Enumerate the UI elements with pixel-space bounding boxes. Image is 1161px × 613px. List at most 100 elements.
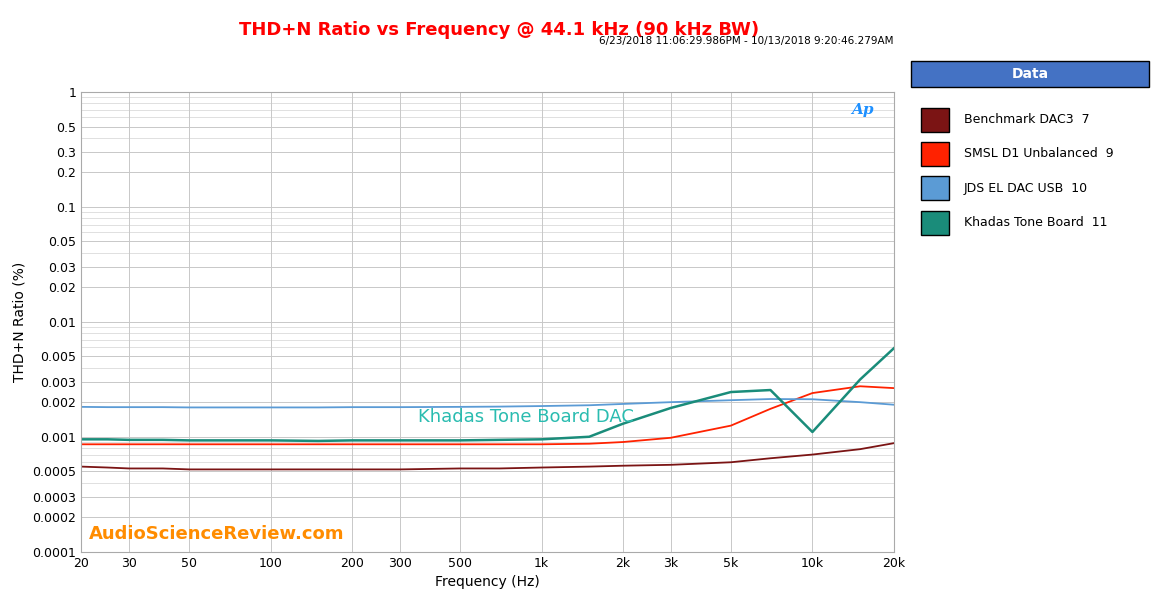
JDS EL DAC USB  10 [887, 401, 901, 408]
Benchmark DAC3  7 [806, 451, 820, 459]
JDS EL DAC USB  10 [182, 404, 196, 411]
JDS EL DAC USB  10 [492, 403, 506, 410]
X-axis label: Frequency (Hz): Frequency (Hz) [435, 575, 540, 589]
FancyBboxPatch shape [921, 108, 950, 132]
SMSL D1 Unbalanced  9 [887, 384, 901, 392]
JDS EL DAC USB  10 [74, 403, 88, 411]
SMSL D1 Unbalanced  9 [237, 441, 251, 448]
Khadas Tone Board  11 [101, 436, 115, 443]
Line: SMSL D1 Unbalanced  9: SMSL D1 Unbalanced 9 [81, 386, 894, 444]
JDS EL DAC USB  10 [203, 404, 217, 411]
Y-axis label: THD+N Ratio (%): THD+N Ratio (%) [13, 262, 27, 382]
Khadas Tone Board  11 [237, 436, 251, 444]
Benchmark DAC3  7 [203, 466, 217, 473]
Benchmark DAC3  7 [764, 455, 778, 462]
FancyBboxPatch shape [911, 61, 1149, 87]
SMSL D1 Unbalanced  9 [392, 441, 406, 448]
SMSL D1 Unbalanced  9 [534, 441, 548, 448]
Benchmark DAC3  7 [887, 440, 901, 447]
Khadas Tone Board  11 [583, 433, 597, 440]
Khadas Tone Board  11 [345, 436, 359, 444]
JDS EL DAC USB  10 [345, 403, 359, 411]
Khadas Tone Board  11 [664, 405, 678, 412]
JDS EL DAC USB  10 [764, 395, 778, 403]
Benchmark DAC3  7 [156, 465, 170, 472]
JDS EL DAC USB  10 [237, 404, 251, 411]
JDS EL DAC USB  10 [534, 402, 548, 409]
Khadas Tone Board  11 [264, 436, 277, 444]
JDS EL DAC USB  10 [311, 404, 325, 411]
Text: Benchmark DAC3  7: Benchmark DAC3 7 [964, 113, 1089, 126]
Khadas Tone Board  11 [616, 420, 630, 427]
SMSL D1 Unbalanced  9 [203, 441, 217, 448]
Benchmark DAC3  7 [101, 464, 115, 471]
Benchmark DAC3  7 [616, 462, 630, 470]
SMSL D1 Unbalanced  9 [664, 434, 678, 441]
SMSL D1 Unbalanced  9 [74, 441, 88, 448]
JDS EL DAC USB  10 [616, 400, 630, 408]
Khadas Tone Board  11 [182, 436, 196, 444]
Benchmark DAC3  7 [534, 464, 548, 471]
SMSL D1 Unbalanced  9 [101, 441, 115, 448]
Khadas Tone Board  11 [311, 437, 325, 444]
Khadas Tone Board  11 [492, 436, 506, 444]
Text: Khadas Tone Board DAC: Khadas Tone Board DAC [418, 408, 634, 426]
Benchmark DAC3  7 [237, 466, 251, 473]
JDS EL DAC USB  10 [724, 397, 738, 404]
SMSL D1 Unbalanced  9 [853, 383, 867, 390]
Benchmark DAC3  7 [345, 466, 359, 473]
Khadas Tone Board  11 [534, 436, 548, 443]
Benchmark DAC3  7 [724, 459, 738, 466]
Khadas Tone Board  11 [887, 345, 901, 352]
Khadas Tone Board  11 [74, 436, 88, 443]
JDS EL DAC USB  10 [156, 403, 170, 411]
JDS EL DAC USB  10 [101, 403, 115, 411]
SMSL D1 Unbalanced  9 [616, 438, 630, 446]
Khadas Tone Board  11 [853, 376, 867, 383]
Khadas Tone Board  11 [764, 386, 778, 394]
Benchmark DAC3  7 [122, 465, 136, 472]
JDS EL DAC USB  10 [264, 404, 277, 411]
SMSL D1 Unbalanced  9 [156, 441, 170, 448]
FancyBboxPatch shape [921, 177, 950, 200]
JDS EL DAC USB  10 [392, 403, 406, 411]
Benchmark DAC3  7 [74, 463, 88, 470]
SMSL D1 Unbalanced  9 [764, 405, 778, 413]
JDS EL DAC USB  10 [853, 398, 867, 406]
Benchmark DAC3  7 [583, 463, 597, 470]
Benchmark DAC3  7 [182, 466, 196, 473]
SMSL D1 Unbalanced  9 [264, 441, 277, 448]
JDS EL DAC USB  10 [806, 395, 820, 403]
Text: JDS EL DAC USB  10: JDS EL DAC USB 10 [964, 182, 1088, 195]
FancyBboxPatch shape [921, 142, 950, 166]
Khadas Tone Board  11 [392, 436, 406, 444]
Text: THD+N Ratio vs Frequency @ 44.1 kHz (90 kHz BW): THD+N Ratio vs Frequency @ 44.1 kHz (90 … [239, 21, 759, 39]
Benchmark DAC3  7 [492, 465, 506, 472]
Text: SMSL D1 Unbalanced  9: SMSL D1 Unbalanced 9 [964, 148, 1113, 161]
JDS EL DAC USB  10 [583, 402, 597, 409]
Text: 6/23/2018 11:06:29.986PM - 10/13/2018 9:20:46.279AM: 6/23/2018 11:06:29.986PM - 10/13/2018 9:… [599, 36, 894, 45]
Text: Data: Data [1012, 67, 1048, 81]
Benchmark DAC3  7 [311, 466, 325, 473]
Benchmark DAC3  7 [664, 461, 678, 468]
Khadas Tone Board  11 [453, 436, 467, 444]
Khadas Tone Board  11 [122, 436, 136, 444]
Benchmark DAC3  7 [264, 466, 277, 473]
SMSL D1 Unbalanced  9 [453, 441, 467, 448]
SMSL D1 Unbalanced  9 [311, 441, 325, 448]
SMSL D1 Unbalanced  9 [345, 441, 359, 448]
Benchmark DAC3  7 [853, 446, 867, 453]
Text: AudioScienceReview.com: AudioScienceReview.com [89, 525, 345, 543]
JDS EL DAC USB  10 [122, 403, 136, 411]
FancyBboxPatch shape [921, 211, 950, 235]
SMSL D1 Unbalanced  9 [182, 441, 196, 448]
Text: Khadas Tone Board  11: Khadas Tone Board 11 [964, 216, 1108, 229]
Khadas Tone Board  11 [724, 389, 738, 396]
SMSL D1 Unbalanced  9 [806, 389, 820, 397]
SMSL D1 Unbalanced  9 [724, 422, 738, 429]
Benchmark DAC3  7 [453, 465, 467, 472]
JDS EL DAC USB  10 [664, 398, 678, 406]
Line: Benchmark DAC3  7: Benchmark DAC3 7 [81, 443, 894, 470]
Text: Ap: Ap [851, 104, 874, 118]
SMSL D1 Unbalanced  9 [583, 440, 597, 447]
